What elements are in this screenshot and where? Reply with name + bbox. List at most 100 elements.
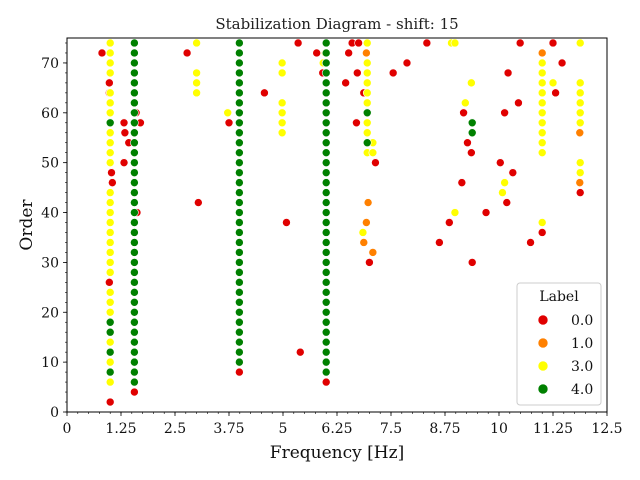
data-point-label-4-0 bbox=[130, 148, 139, 157]
data-point-label-4-0 bbox=[321, 218, 331, 227]
legend-label: 1.0 bbox=[571, 336, 593, 352]
data-point-label-0-0 bbox=[341, 78, 350, 88]
data-point-label-4-0 bbox=[321, 297, 331, 307]
data-point-label-4-0 bbox=[130, 347, 139, 357]
data-point-label-0-0 bbox=[548, 38, 558, 48]
data-point-label-1-0 bbox=[368, 248, 378, 257]
x-axis: 0 1.25 2.5 3.75 5 6.25 7.5 8.75 10 11.25 12.5 bbox=[63, 412, 623, 437]
data-point-label-3-0 bbox=[368, 148, 378, 157]
data-point-label-3-0 bbox=[362, 128, 372, 138]
data-point-label-4-0 bbox=[130, 118, 139, 128]
data-point-label-4-0 bbox=[130, 138, 139, 148]
data-point-label-4-0 bbox=[235, 248, 244, 257]
y-tick-label: 30 bbox=[41, 255, 59, 271]
data-point-label-4-0 bbox=[321, 188, 331, 197]
data-point-label-0-0 bbox=[503, 68, 513, 78]
y-axis: 0 10 20 30 40 50 60 70 bbox=[41, 42, 67, 421]
data-point-label-0-0 bbox=[463, 138, 472, 148]
data-point-label-3-0 bbox=[105, 58, 115, 68]
data-point-label-3-0 bbox=[105, 268, 115, 277]
data-point-label-0-0 bbox=[295, 347, 305, 357]
data-point-label-0-0 bbox=[344, 48, 353, 58]
data-point-label-3-0 bbox=[105, 248, 115, 257]
data-point-label-3-0 bbox=[537, 98, 547, 108]
data-point-label-4-0 bbox=[105, 367, 115, 377]
data-point-label-4-0 bbox=[235, 218, 244, 227]
data-point-label-3-0 bbox=[498, 188, 507, 197]
data-point-label-4-0 bbox=[235, 297, 244, 307]
data-point-label-0-0 bbox=[422, 38, 432, 48]
data-point-label-4-0 bbox=[321, 128, 331, 138]
y-axis-label: Order bbox=[17, 199, 37, 251]
data-point-label-4-0 bbox=[130, 377, 139, 387]
data-point-label-4-0 bbox=[321, 98, 331, 108]
data-point-label-3-0 bbox=[105, 98, 115, 108]
data-point-label-4-0 bbox=[321, 238, 331, 247]
data-point-label-3-0 bbox=[192, 88, 201, 98]
data-point-label-3-0 bbox=[537, 118, 547, 128]
data-point-label-3-0 bbox=[105, 108, 115, 118]
data-point-label-3-0 bbox=[537, 108, 547, 118]
data-point-label-0-0 bbox=[365, 258, 374, 267]
data-point-label-3-0 bbox=[537, 78, 547, 88]
data-point-label-0-0 bbox=[388, 68, 398, 78]
data-point-label-1-0 bbox=[575, 178, 585, 187]
data-point-label-0-0 bbox=[119, 158, 129, 167]
data-point-label-3-0 bbox=[575, 38, 585, 48]
data-point-label-4-0 bbox=[321, 357, 331, 367]
data-point-label-4-0 bbox=[130, 268, 139, 277]
data-point-label-3-0 bbox=[105, 188, 115, 197]
data-point-label-4-0 bbox=[130, 188, 139, 197]
data-point-label-4-0 bbox=[235, 327, 244, 337]
data-point-label-4-0 bbox=[235, 198, 244, 207]
data-point-label-4-0 bbox=[235, 138, 244, 148]
data-point-label-4-0 bbox=[321, 307, 331, 317]
x-tick-label: 0 bbox=[63, 421, 72, 437]
data-point-label-3-0 bbox=[277, 58, 287, 68]
data-point-label-0-0 bbox=[105, 397, 115, 407]
data-point-label-1-0 bbox=[363, 198, 373, 207]
data-point-label-4-0 bbox=[235, 288, 244, 297]
data-point-label-3-0 bbox=[105, 238, 115, 247]
x-tick-label: 8.75 bbox=[429, 421, 460, 437]
data-point-label-4-0 bbox=[130, 58, 139, 68]
legend-label: 0.0 bbox=[571, 313, 593, 329]
data-point-label-4-0 bbox=[321, 317, 331, 327]
data-point-label-3-0 bbox=[105, 88, 115, 98]
data-point-label-4-0 bbox=[321, 367, 331, 377]
data-point-label-3-0 bbox=[575, 98, 585, 108]
data-point-label-4-0 bbox=[321, 347, 331, 357]
data-point-label-3-0 bbox=[362, 68, 372, 78]
data-point-label-0-0 bbox=[557, 58, 567, 68]
data-point-label-4-0 bbox=[235, 78, 244, 88]
data-point-label-0-0 bbox=[467, 258, 477, 267]
data-point-label-0-0 bbox=[551, 88, 560, 98]
data-point-label-4-0 bbox=[321, 208, 331, 217]
data-point-label-3-0 bbox=[277, 68, 287, 78]
data-point-label-4-0 bbox=[105, 347, 115, 357]
data-point-label-4-0 bbox=[321, 288, 331, 297]
data-point-label-4-0 bbox=[321, 138, 331, 148]
legend-marker bbox=[537, 360, 549, 372]
legend-label: 4.0 bbox=[571, 382, 593, 398]
data-point-label-3-0 bbox=[575, 88, 585, 98]
plot-area bbox=[66, 37, 608, 413]
x-tick-label: 12.5 bbox=[591, 421, 622, 437]
x-tick-label: 7.5 bbox=[380, 421, 402, 437]
data-point-label-0-0 bbox=[402, 58, 412, 68]
data-point-label-3-0 bbox=[105, 297, 115, 307]
data-point-label-0-0 bbox=[105, 278, 114, 287]
data-point-label-3-0 bbox=[362, 88, 372, 98]
data-point-label-3-0 bbox=[105, 138, 115, 148]
data-point-label-4-0 bbox=[235, 317, 244, 327]
data-point-label-3-0 bbox=[537, 128, 547, 138]
data-point-label-3-0 bbox=[537, 68, 547, 78]
data-point-label-4-0 bbox=[321, 278, 331, 287]
data-point-label-3-0 bbox=[450, 38, 460, 48]
data-point-label-3-0 bbox=[105, 198, 115, 207]
data-point-label-3-0 bbox=[105, 128, 115, 138]
data-point-label-4-0 bbox=[235, 228, 244, 237]
data-point-label-0-0 bbox=[105, 78, 114, 88]
x-tick-label: 10 bbox=[490, 421, 508, 437]
